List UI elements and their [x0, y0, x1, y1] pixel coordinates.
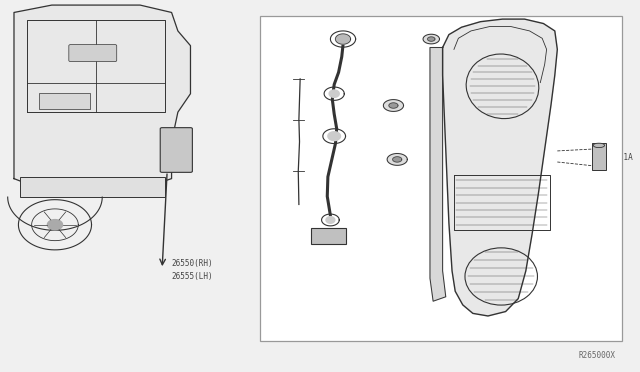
FancyBboxPatch shape: [38, 93, 90, 109]
Polygon shape: [389, 103, 398, 108]
FancyBboxPatch shape: [312, 228, 346, 244]
Text: 26521A: 26521A: [605, 153, 633, 162]
Text: 26555(LH): 26555(LH): [172, 272, 213, 281]
Text: R265000X: R265000X: [579, 350, 616, 360]
Text: 26075D: 26075D: [416, 31, 444, 40]
Polygon shape: [335, 34, 351, 44]
Polygon shape: [387, 154, 407, 165]
Polygon shape: [326, 217, 335, 223]
Polygon shape: [14, 5, 191, 193]
FancyBboxPatch shape: [592, 143, 606, 170]
Text: NISSAN: NISSAN: [85, 51, 100, 55]
FancyBboxPatch shape: [20, 177, 165, 197]
FancyBboxPatch shape: [69, 45, 116, 62]
Text: 26556M: 26556M: [349, 42, 377, 51]
Text: (TAIL/STOP): (TAIL/STOP): [310, 138, 361, 147]
FancyBboxPatch shape: [160, 128, 193, 172]
Text: 26557GA: 26557GA: [404, 157, 436, 167]
Polygon shape: [393, 157, 402, 162]
Polygon shape: [328, 132, 340, 141]
Text: 26550(RH): 26550(RH): [172, 259, 213, 268]
Polygon shape: [428, 37, 435, 41]
Text: 26550CB: 26550CB: [285, 215, 317, 224]
Text: 26550C: 26550C: [312, 90, 340, 99]
Polygon shape: [443, 19, 557, 316]
Polygon shape: [430, 48, 445, 301]
Text: (BACKUP): (BACKUP): [285, 221, 322, 230]
Text: 26550CA: 26550CA: [310, 132, 342, 141]
Polygon shape: [47, 219, 63, 230]
Text: 26557G: 26557G: [404, 100, 431, 109]
Ellipse shape: [593, 143, 605, 148]
Polygon shape: [423, 34, 440, 44]
FancyBboxPatch shape: [260, 16, 622, 341]
Polygon shape: [329, 90, 339, 97]
Polygon shape: [383, 100, 404, 111]
Text: (TURN): (TURN): [312, 96, 340, 105]
